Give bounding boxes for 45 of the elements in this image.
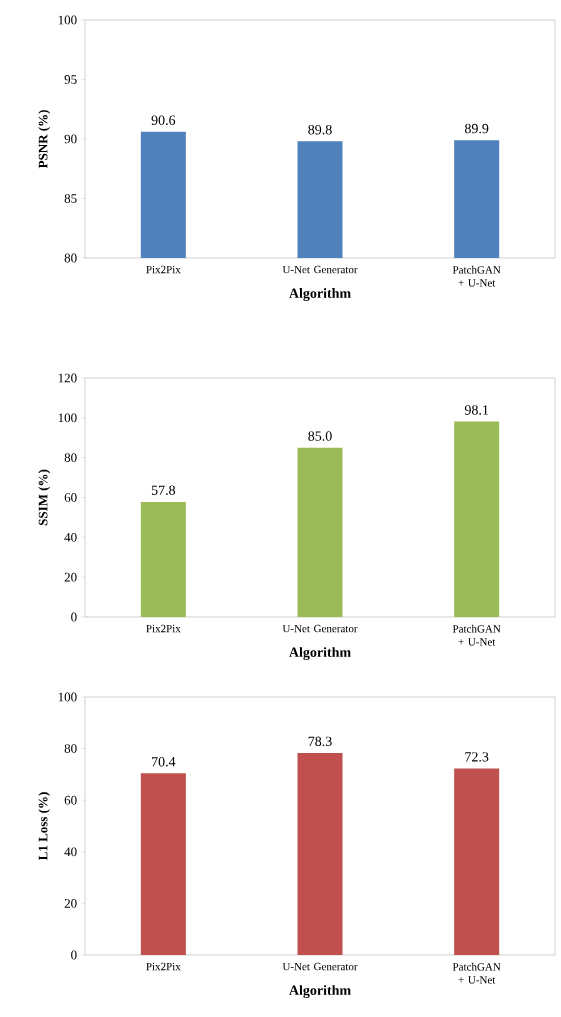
y-axis-title: PSNR (%) bbox=[38, 110, 51, 169]
data-label: 70.4 bbox=[152, 756, 176, 767]
y-tick-label: 80 bbox=[64, 453, 77, 463]
bar bbox=[140, 501, 186, 617]
y-tick-label: 0 bbox=[71, 612, 77, 622]
x-tick-label: Pix2Pix bbox=[146, 265, 181, 274]
y-tick-label: 80 bbox=[64, 744, 77, 753]
x-tick-label: PatchGAN + U-Net bbox=[452, 962, 501, 984]
y-tick-label: 60 bbox=[64, 493, 77, 502]
y-axis-title: SSIM (%) bbox=[38, 469, 51, 526]
y-tick-label: 100 bbox=[58, 413, 77, 423]
data-label: 89.8 bbox=[308, 124, 332, 135]
data-label: 57.8 bbox=[151, 485, 176, 496]
x-tick-label: U-Net Generator bbox=[282, 624, 358, 633]
y-tick-label: 120 bbox=[58, 373, 77, 383]
data-label: 85.0 bbox=[308, 431, 332, 441]
data-label: 90.6 bbox=[151, 115, 176, 125]
y-tick-label: 40 bbox=[64, 847, 77, 857]
y-axis-title: L1 Loss (%) bbox=[38, 792, 51, 861]
y-tick-label: 85 bbox=[64, 194, 77, 203]
bar bbox=[454, 421, 500, 617]
x-tick-label: Pix2Pix bbox=[146, 624, 181, 633]
y-tick-label: 20 bbox=[64, 572, 77, 582]
y-tick-label: 0 bbox=[71, 950, 77, 960]
y-tick-label: 60 bbox=[64, 795, 77, 805]
x-tick-label: Pix2Pix bbox=[146, 962, 181, 971]
x-axis-title: Algorithm bbox=[289, 288, 351, 301]
x-axis-title: Algorithm bbox=[289, 647, 351, 660]
x-tick-label: U-Net Generator bbox=[282, 265, 358, 274]
y-tick-label: 95 bbox=[64, 75, 77, 84]
x-tick-label: PatchGAN + U-Net bbox=[452, 265, 501, 287]
y-tick-label: 90 bbox=[64, 134, 77, 144]
y-tick-label: 80 bbox=[64, 253, 77, 263]
y-tick-label: 40 bbox=[64, 532, 77, 542]
data-label: 89.9 bbox=[464, 123, 489, 134]
y-tick-label: 100 bbox=[58, 15, 77, 25]
x-tick-label: PatchGAN + U-Net bbox=[452, 624, 501, 646]
x-axis-title: Algorithm bbox=[289, 985, 351, 998]
data-label: 98.1 bbox=[464, 405, 489, 415]
data-label: 72.3 bbox=[465, 752, 489, 762]
y-tick-label: 100 bbox=[58, 692, 77, 702]
bar bbox=[297, 447, 343, 617]
x-tick-label: U-Net Generator bbox=[282, 962, 358, 971]
y-tick-label: 20 bbox=[64, 899, 77, 908]
data-label: 78.3 bbox=[308, 736, 332, 747]
